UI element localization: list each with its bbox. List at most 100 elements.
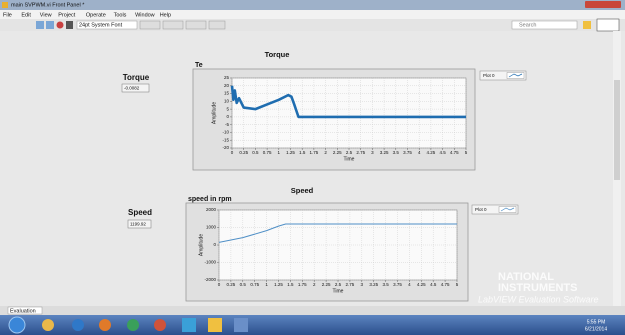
taskbar-icon[interactable] [208, 318, 222, 332]
align-button[interactable] [140, 21, 160, 29]
abort-button[interactable] [57, 22, 64, 29]
run-button[interactable] [36, 21, 44, 29]
menu-item[interactable]: Tools [114, 12, 127, 18]
x-tick-label: 4.25 [427, 150, 436, 155]
legend-text: Plot 0 [483, 73, 495, 78]
y-tick-label: 20 [224, 83, 230, 88]
chart-label: Te [195, 62, 203, 69]
legend-text: Plot 0 [475, 207, 487, 212]
menu-item[interactable]: Window [135, 12, 155, 18]
clock-date: 6/21/2014 [585, 326, 607, 332]
taskbar-icon[interactable] [182, 318, 196, 332]
help-button[interactable] [583, 21, 591, 29]
x-tick-label: 3.5 [393, 150, 400, 155]
taskbar-icon[interactable] [99, 319, 111, 331]
y-tick-label: -5 [225, 122, 229, 127]
menu-item[interactable]: Operate [86, 12, 106, 18]
y-tick-label: 10 [224, 99, 230, 104]
x-tick-label: 1.75 [298, 282, 307, 287]
page: Front Panel {"window": {"title": "main S… [0, 0, 625, 335]
connector-pane [597, 19, 619, 31]
context-tab-text: Evaluation [10, 308, 36, 314]
x-tick-label: 0.25 [227, 282, 236, 287]
y-tick-label: -10 [222, 130, 229, 135]
x-tick-label: 4.75 [450, 150, 459, 155]
font-selector-text: 24pt System Font [79, 23, 123, 29]
taskbar-icon[interactable] [154, 319, 166, 331]
scrollbar-thumb[interactable] [614, 80, 620, 180]
app-icon [2, 2, 8, 8]
y-axis-label: Amplitude [211, 102, 217, 124]
x-tick-label: 3.75 [393, 282, 402, 287]
taskbar-icon[interactable] [42, 319, 54, 331]
legend-swatch-box [499, 207, 516, 213]
x-tick-label: 1.25 [286, 150, 295, 155]
x-tick-label: 4.75 [441, 282, 450, 287]
resize-button[interactable] [186, 21, 206, 29]
y-tick-label: 2000 [206, 207, 217, 212]
y-tick-label: -1000 [204, 260, 216, 265]
x-tick-label: 4.25 [417, 282, 426, 287]
window-buttons[interactable] [585, 1, 621, 8]
pause-button[interactable] [66, 21, 73, 29]
indicator-value: 1199.92 [130, 221, 146, 226]
y-tick-label: 25 [224, 75, 230, 80]
x-tick-label: 0.5 [240, 282, 247, 287]
menu-item[interactable]: Help [160, 12, 171, 18]
x-tick-label: 0.75 [250, 282, 259, 287]
x-tick-label: 2.75 [346, 282, 355, 287]
x-tick-label: 4.5 [439, 150, 446, 155]
x-tick-label: 2.75 [356, 150, 365, 155]
menu-item[interactable]: File [3, 12, 12, 18]
chart-label: speed in rpm [188, 196, 232, 203]
x-tick-label: 2.5 [335, 282, 342, 287]
search-placeholder: Search [519, 23, 536, 29]
menu: File Edit View Project Operate Tools Window Hel… [3, 12, 171, 18]
menu-item[interactable]: Project [58, 12, 76, 18]
x-tick-label: 2.25 [322, 282, 331, 287]
x-tick-label: 3.75 [403, 150, 412, 155]
taskbar-icon[interactable] [127, 319, 139, 331]
x-tick-label: 0.75 [263, 150, 272, 155]
x-axis-label: Time [344, 156, 355, 162]
x-tick-label: 2.25 [333, 150, 342, 155]
indicator-value: -0.0082 [124, 85, 140, 90]
x-tick-label: 3.25 [369, 282, 378, 287]
menu-item[interactable]: View [40, 12, 52, 18]
reorder-button[interactable] [209, 21, 225, 29]
y-axis-label: Amplitude [198, 234, 204, 256]
x-tick-label: 1.5 [287, 282, 294, 287]
indicator-label: Torque [123, 73, 150, 82]
x-tick-label: 4.5 [430, 282, 437, 287]
x-tick-label: 1.25 [274, 282, 283, 287]
watermark-line-2: INSTRUMENTS [498, 282, 577, 294]
x-tick-label: 3.5 [382, 282, 389, 287]
x-axis-label: Time [333, 288, 344, 294]
chart-title: Torque [265, 50, 290, 59]
x-tick-label: 0.5 [252, 150, 259, 155]
x-tick-label: 1.75 [310, 150, 319, 155]
x-tick-label: 2.5 [346, 150, 353, 155]
run-continuous-button[interactable] [46, 21, 54, 29]
x-tick-label: 1.5 [299, 150, 306, 155]
y-tick-label: 15 [224, 91, 230, 96]
x-tick-label: 0.25 [239, 150, 248, 155]
distribute-button[interactable] [163, 21, 183, 29]
clock-time: 5:55 PM [587, 319, 606, 325]
y-tick-label: 1000 [206, 225, 217, 230]
y-tick-label: -2000 [204, 277, 216, 282]
indicator-label: Speed [128, 208, 152, 217]
taskbar-icon[interactable] [234, 318, 248, 332]
window-title: main SVPWM.vi Front Panel * [11, 2, 85, 8]
watermark-line-3: LabVIEW Evaluation Software [478, 294, 599, 304]
body: main SVPWM.vi Front Panel * File Edit View… [0, 0, 625, 335]
taskbar-icon[interactable] [72, 319, 84, 331]
menu-item[interactable]: Edit [21, 12, 31, 18]
y-tick-label: -15 [222, 137, 229, 142]
screen: main SVPWM.vi Front Panel * File Edit View… [0, 0, 625, 335]
start-button[interactable] [9, 317, 25, 333]
taskbar [0, 315, 625, 335]
x-tick-label: 3.25 [380, 150, 389, 155]
legend-swatch-box [507, 73, 524, 79]
y-tick-label: -20 [222, 145, 229, 150]
